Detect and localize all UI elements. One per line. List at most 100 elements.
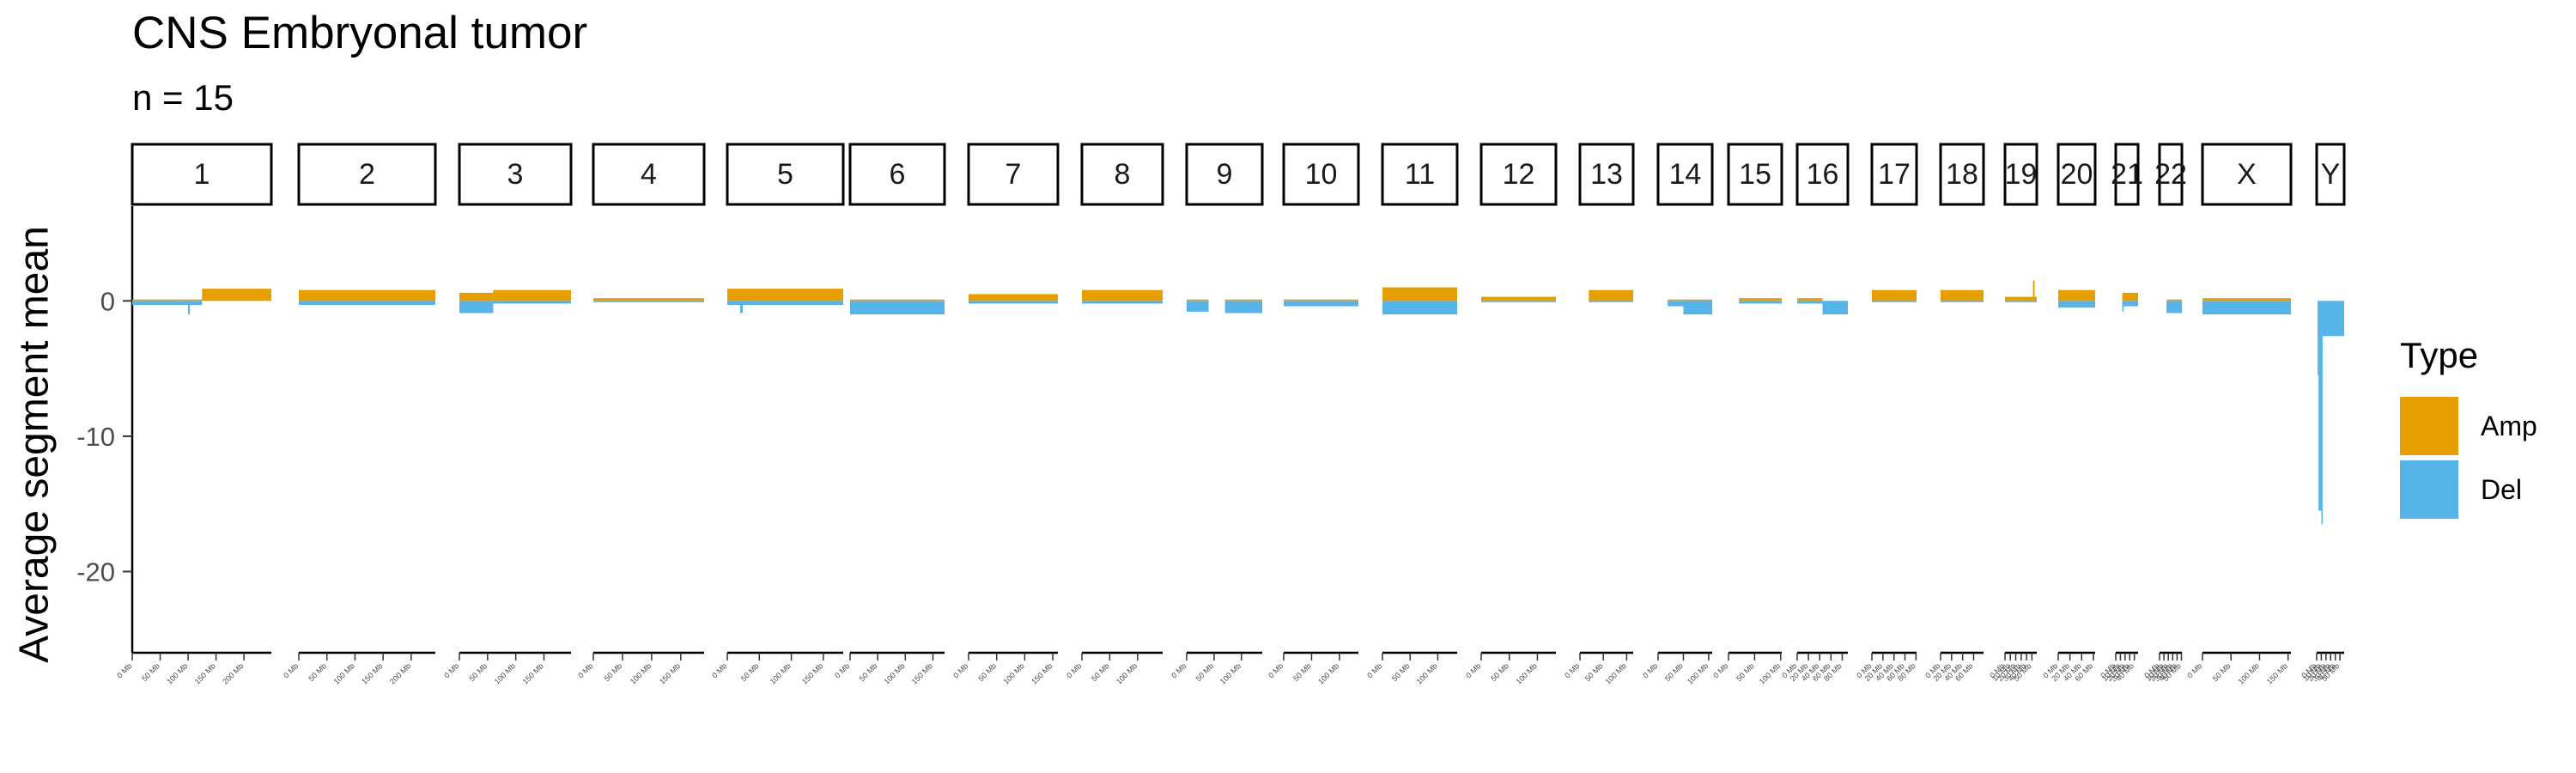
del-bar xyxy=(593,301,704,302)
del-bar xyxy=(2321,301,2323,525)
facet-label-20: 20 xyxy=(2061,158,2093,191)
x-tick-label: 100 Mb xyxy=(1316,661,1340,685)
facet-strip-22 xyxy=(2158,143,2184,206)
x-tick-label: 50 Mb xyxy=(858,661,879,683)
amp-bar xyxy=(1872,289,1917,301)
facet-strip-8 xyxy=(1080,143,1164,206)
del-bar xyxy=(727,301,843,306)
del-bar xyxy=(2318,301,2319,375)
x-tick-label: 0 Mb xyxy=(1641,661,1659,679)
del-bar xyxy=(1187,301,1209,312)
x-tick-label: 50 Mb xyxy=(140,661,161,683)
amp-bar xyxy=(1284,299,1358,301)
facet-label-6: 6 xyxy=(890,158,906,191)
amp-bar xyxy=(1941,289,1984,301)
del-bar xyxy=(459,301,494,313)
amp-bar xyxy=(2166,299,2182,301)
x-tick-label: 50 Mb xyxy=(739,661,761,683)
legend-swatch-del xyxy=(2400,460,2458,519)
facet-strip-3 xyxy=(458,143,573,206)
facet-strip-2 xyxy=(297,143,437,206)
facet-strip-17 xyxy=(1870,143,1918,206)
facet-strip-10 xyxy=(1282,143,1360,206)
x-tick-label: 100 Mb xyxy=(629,661,653,685)
amp-bar xyxy=(1082,289,1163,301)
x-tick-label: 150 Mb xyxy=(2265,661,2289,685)
x-tick-label: 100 Mb xyxy=(1603,661,1627,685)
amp-bar xyxy=(1739,298,1782,301)
facet-label-21: 21 xyxy=(2111,158,2143,191)
x-tick-label: 150 Mb xyxy=(521,661,545,685)
del-bar xyxy=(2122,301,2138,307)
x-tick-label: 0 Mb xyxy=(951,661,969,679)
x-tick-label: 50 Mb xyxy=(1390,661,1412,683)
x-tick-label: 100 Mb xyxy=(165,661,189,685)
facet-strip-5 xyxy=(726,143,845,206)
x-tick-label: 50 Mb xyxy=(1090,661,1111,683)
amp-bar xyxy=(2122,292,2138,301)
facet-label-11: 11 xyxy=(1405,158,1435,191)
legend: Type Amp Del xyxy=(2400,335,2537,522)
del-bar xyxy=(299,301,435,306)
del-bar xyxy=(1481,301,1556,302)
amp-bar xyxy=(1224,299,1262,301)
x-tick-label: 0 Mb xyxy=(115,661,133,679)
facet-label-14: 14 xyxy=(1669,158,1702,191)
legend-label-amp: Amp xyxy=(2481,410,2537,441)
del-bar xyxy=(132,301,203,306)
amp-bar xyxy=(593,298,704,301)
x-tick-label: 150 Mb xyxy=(193,661,217,685)
facet-label-7: 7 xyxy=(1005,158,1022,191)
amp-bar xyxy=(202,289,271,301)
facet-strip-20 xyxy=(2057,143,2097,206)
facet-strip-11 xyxy=(1381,143,1459,206)
del-bar xyxy=(1224,301,1262,313)
del-bar xyxy=(2122,301,2124,312)
del-bar xyxy=(969,301,1058,304)
x-tick-label: 0 Mb xyxy=(2185,661,2203,679)
x-tick-label: 50 Mb xyxy=(976,661,998,683)
facet-label-3: 3 xyxy=(507,158,524,191)
amp-bar xyxy=(1187,299,1209,301)
facet-strip-21 xyxy=(2114,143,2140,206)
facet-strip-13 xyxy=(1578,143,1635,206)
x-tick-label: 0 Mb xyxy=(1267,661,1285,679)
legend-title: Type xyxy=(2400,335,2479,375)
amp-bar xyxy=(493,289,571,301)
x-tick-label: 50 Mb xyxy=(1291,661,1313,683)
x-tick-label: 100 Mb xyxy=(493,661,517,685)
facet-strip-y xyxy=(2315,143,2346,206)
facet-label-2: 2 xyxy=(359,158,375,191)
x-tick-label: 150 Mb xyxy=(360,661,384,685)
x-tick-label: 0 Mb xyxy=(1065,661,1083,679)
x-tick-label: 100 Mb xyxy=(1686,661,1710,685)
facet-strip-x xyxy=(2201,143,2293,206)
x-tick-label: 100 Mb xyxy=(1115,661,1139,685)
x-tick-label: 0 Mb xyxy=(1464,661,1482,679)
facet-label-12: 12 xyxy=(1503,158,1535,191)
facet-strip-19 xyxy=(2003,143,2038,206)
x-tick-label: 150 Mb xyxy=(800,661,824,685)
chart-subtitle: n = 15 xyxy=(132,77,234,118)
legend-item-amp: Amp xyxy=(2400,395,2537,457)
amp-bar xyxy=(1382,287,1457,301)
x-tick-label: 50 Mb xyxy=(1194,661,1216,683)
amp-bar xyxy=(132,299,203,301)
facet-label-17: 17 xyxy=(1878,158,1911,191)
facet-label-8: 8 xyxy=(1115,158,1131,191)
x-tick-label: 150 Mb xyxy=(1030,661,1054,685)
facet-strip-16 xyxy=(1795,143,1850,206)
facet-label-15: 15 xyxy=(1739,158,1771,191)
amp-bar xyxy=(299,289,435,301)
amp-bar xyxy=(1797,298,1823,301)
x-tick-label: 0 Mb xyxy=(710,661,728,679)
facet-strip-1 xyxy=(131,143,273,206)
del-bar xyxy=(2202,301,2291,315)
del-bar xyxy=(493,301,571,304)
x-tick-label: 50 Mb xyxy=(467,661,489,683)
del-bar xyxy=(2326,301,2344,337)
x-tick-label: 0 Mb xyxy=(833,661,851,679)
amp-bar xyxy=(1589,289,1633,301)
x-tick-label: 0 Mb xyxy=(282,661,300,679)
